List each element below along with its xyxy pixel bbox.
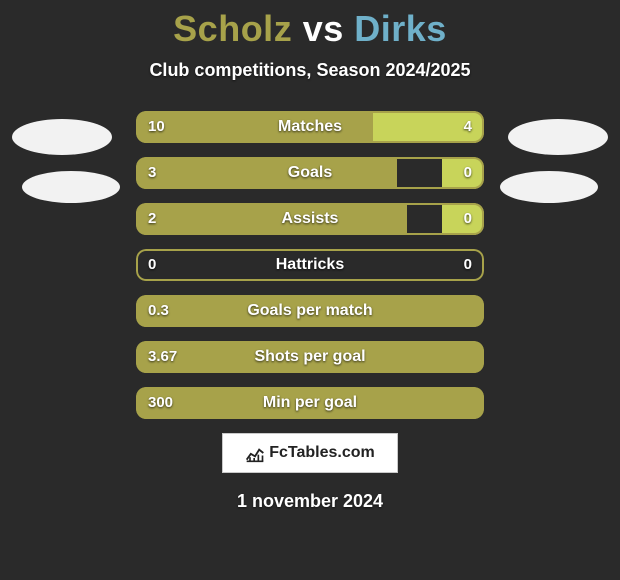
- player1-badge-placeholder-2: [22, 171, 120, 203]
- stat-row: 300Min per goal: [136, 387, 484, 419]
- stat-label: Goals per match: [136, 295, 484, 327]
- player2-badge-placeholder-2: [500, 171, 598, 203]
- stat-row: 20Assists: [136, 203, 484, 235]
- stat-label: Goals: [136, 157, 484, 189]
- comparison-body: 104Matches 30Goals 20Assists 00Hattricks 0.3…: [0, 111, 620, 512]
- snapshot-date: 1 november 2024: [0, 491, 620, 512]
- player1-name: Scholz: [173, 8, 292, 49]
- fctables-icon: [245, 443, 265, 463]
- stat-label: Min per goal: [136, 387, 484, 419]
- stat-label: Shots per goal: [136, 341, 484, 373]
- comparison-title: Scholz vs Dirks: [0, 0, 620, 50]
- source-logo-text: FcTables.com: [269, 444, 375, 462]
- stat-row: 00Hattricks: [136, 249, 484, 281]
- player2-badge-placeholder-1: [508, 119, 608, 155]
- subtitle: Club competitions, Season 2024/2025: [0, 60, 620, 81]
- stat-label: Hattricks: [136, 249, 484, 281]
- source-logo: FcTables.com: [222, 433, 398, 473]
- stat-row: 104Matches: [136, 111, 484, 143]
- stat-row: 3.67Shots per goal: [136, 341, 484, 373]
- player2-name: Dirks: [354, 8, 447, 49]
- stat-rows: 104Matches 30Goals 20Assists 00Hattricks 0.3…: [136, 111, 484, 419]
- stat-row: 30Goals: [136, 157, 484, 189]
- stat-label: Matches: [136, 111, 484, 143]
- stat-row: 0.3Goals per match: [136, 295, 484, 327]
- player1-badge-placeholder-1: [12, 119, 112, 155]
- stat-label: Assists: [136, 203, 484, 235]
- vs-text: vs: [303, 8, 344, 49]
